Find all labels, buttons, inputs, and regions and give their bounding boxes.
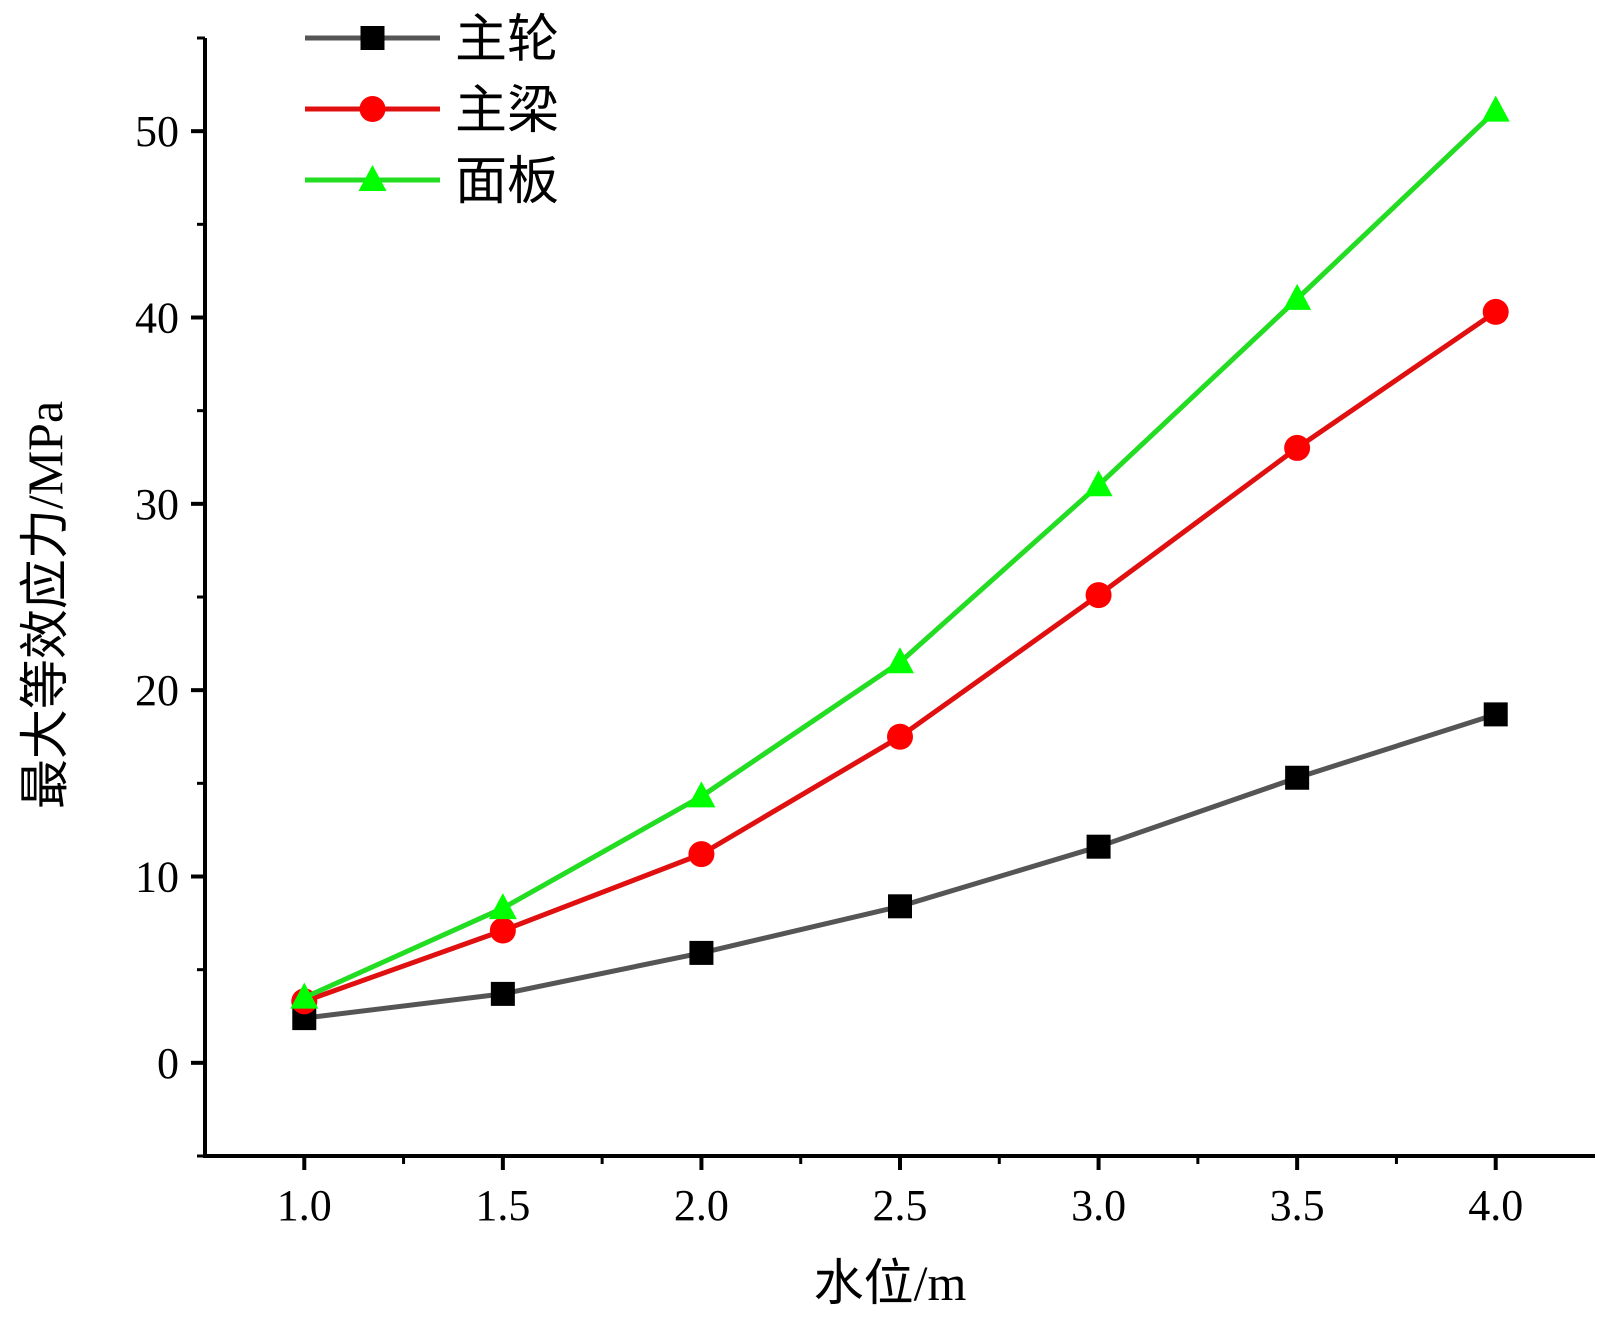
series-1 bbox=[292, 702, 1508, 1031]
series-3 bbox=[290, 95, 1510, 1009]
series-line bbox=[303, 108, 1498, 1000]
legend-item: 主轮 bbox=[305, 12, 559, 69]
data-point bbox=[886, 647, 914, 674]
x-tick-label: 1.0 bbox=[277, 1181, 332, 1230]
series-2 bbox=[291, 298, 1509, 1015]
y-axis-title: 最大等效应力/MPa bbox=[17, 401, 73, 809]
data-point bbox=[488, 893, 517, 920]
y-tick-label: 40 bbox=[135, 294, 179, 343]
legend-label: 面板 bbox=[455, 154, 559, 211]
x-tick-label: 1.5 bbox=[475, 1181, 530, 1230]
legend-item: 主梁 bbox=[305, 83, 559, 140]
data-point bbox=[687, 781, 716, 808]
y-tick-label: 10 bbox=[135, 853, 179, 902]
x-tick-label: 2.5 bbox=[873, 1181, 928, 1230]
data-point bbox=[1284, 434, 1311, 461]
data-point bbox=[688, 841, 715, 868]
legend-marker bbox=[358, 165, 387, 191]
data-point bbox=[489, 917, 516, 944]
legend-item: 面板 bbox=[305, 154, 559, 211]
data-point bbox=[490, 981, 515, 1006]
data-point bbox=[1085, 582, 1112, 609]
y-tick-label: 0 bbox=[157, 1039, 179, 1088]
data-point bbox=[1482, 298, 1509, 325]
legend-marker bbox=[360, 26, 385, 50]
data-point bbox=[1086, 834, 1111, 859]
y-tick-label: 30 bbox=[135, 480, 179, 529]
data-point bbox=[1285, 765, 1310, 790]
x-tick-label: 4.0 bbox=[1468, 1181, 1523, 1230]
legend-label: 主轮 bbox=[455, 12, 559, 69]
data-point bbox=[888, 894, 912, 919]
x-axis-title: 水位/m bbox=[814, 1255, 967, 1311]
data-point bbox=[689, 940, 714, 965]
series-line bbox=[303, 712, 1497, 1021]
legend-label: 主梁 bbox=[455, 83, 559, 140]
x-tick-label: 2.0 bbox=[674, 1181, 729, 1230]
x-tick-label: 3.5 bbox=[1270, 1181, 1325, 1230]
data-point bbox=[1084, 470, 1113, 497]
data-point bbox=[1283, 283, 1312, 310]
x-tick-label: 3.0 bbox=[1071, 1181, 1126, 1230]
data-point bbox=[1481, 95, 1510, 122]
data-point bbox=[290, 982, 319, 1009]
data-point bbox=[887, 723, 913, 750]
y-tick-label: 50 bbox=[135, 107, 179, 156]
axes bbox=[203, 38, 1595, 1158]
legend-marker bbox=[359, 96, 386, 122]
data-point bbox=[1483, 702, 1508, 727]
ticks: 0 10 20 30 40 50 1.0 1.5 2.0 2.5 3.0 3.5 4.0 bbox=[135, 36, 1523, 1230]
series-layer bbox=[290, 95, 1510, 1031]
y-tick-label: 20 bbox=[135, 666, 179, 715]
